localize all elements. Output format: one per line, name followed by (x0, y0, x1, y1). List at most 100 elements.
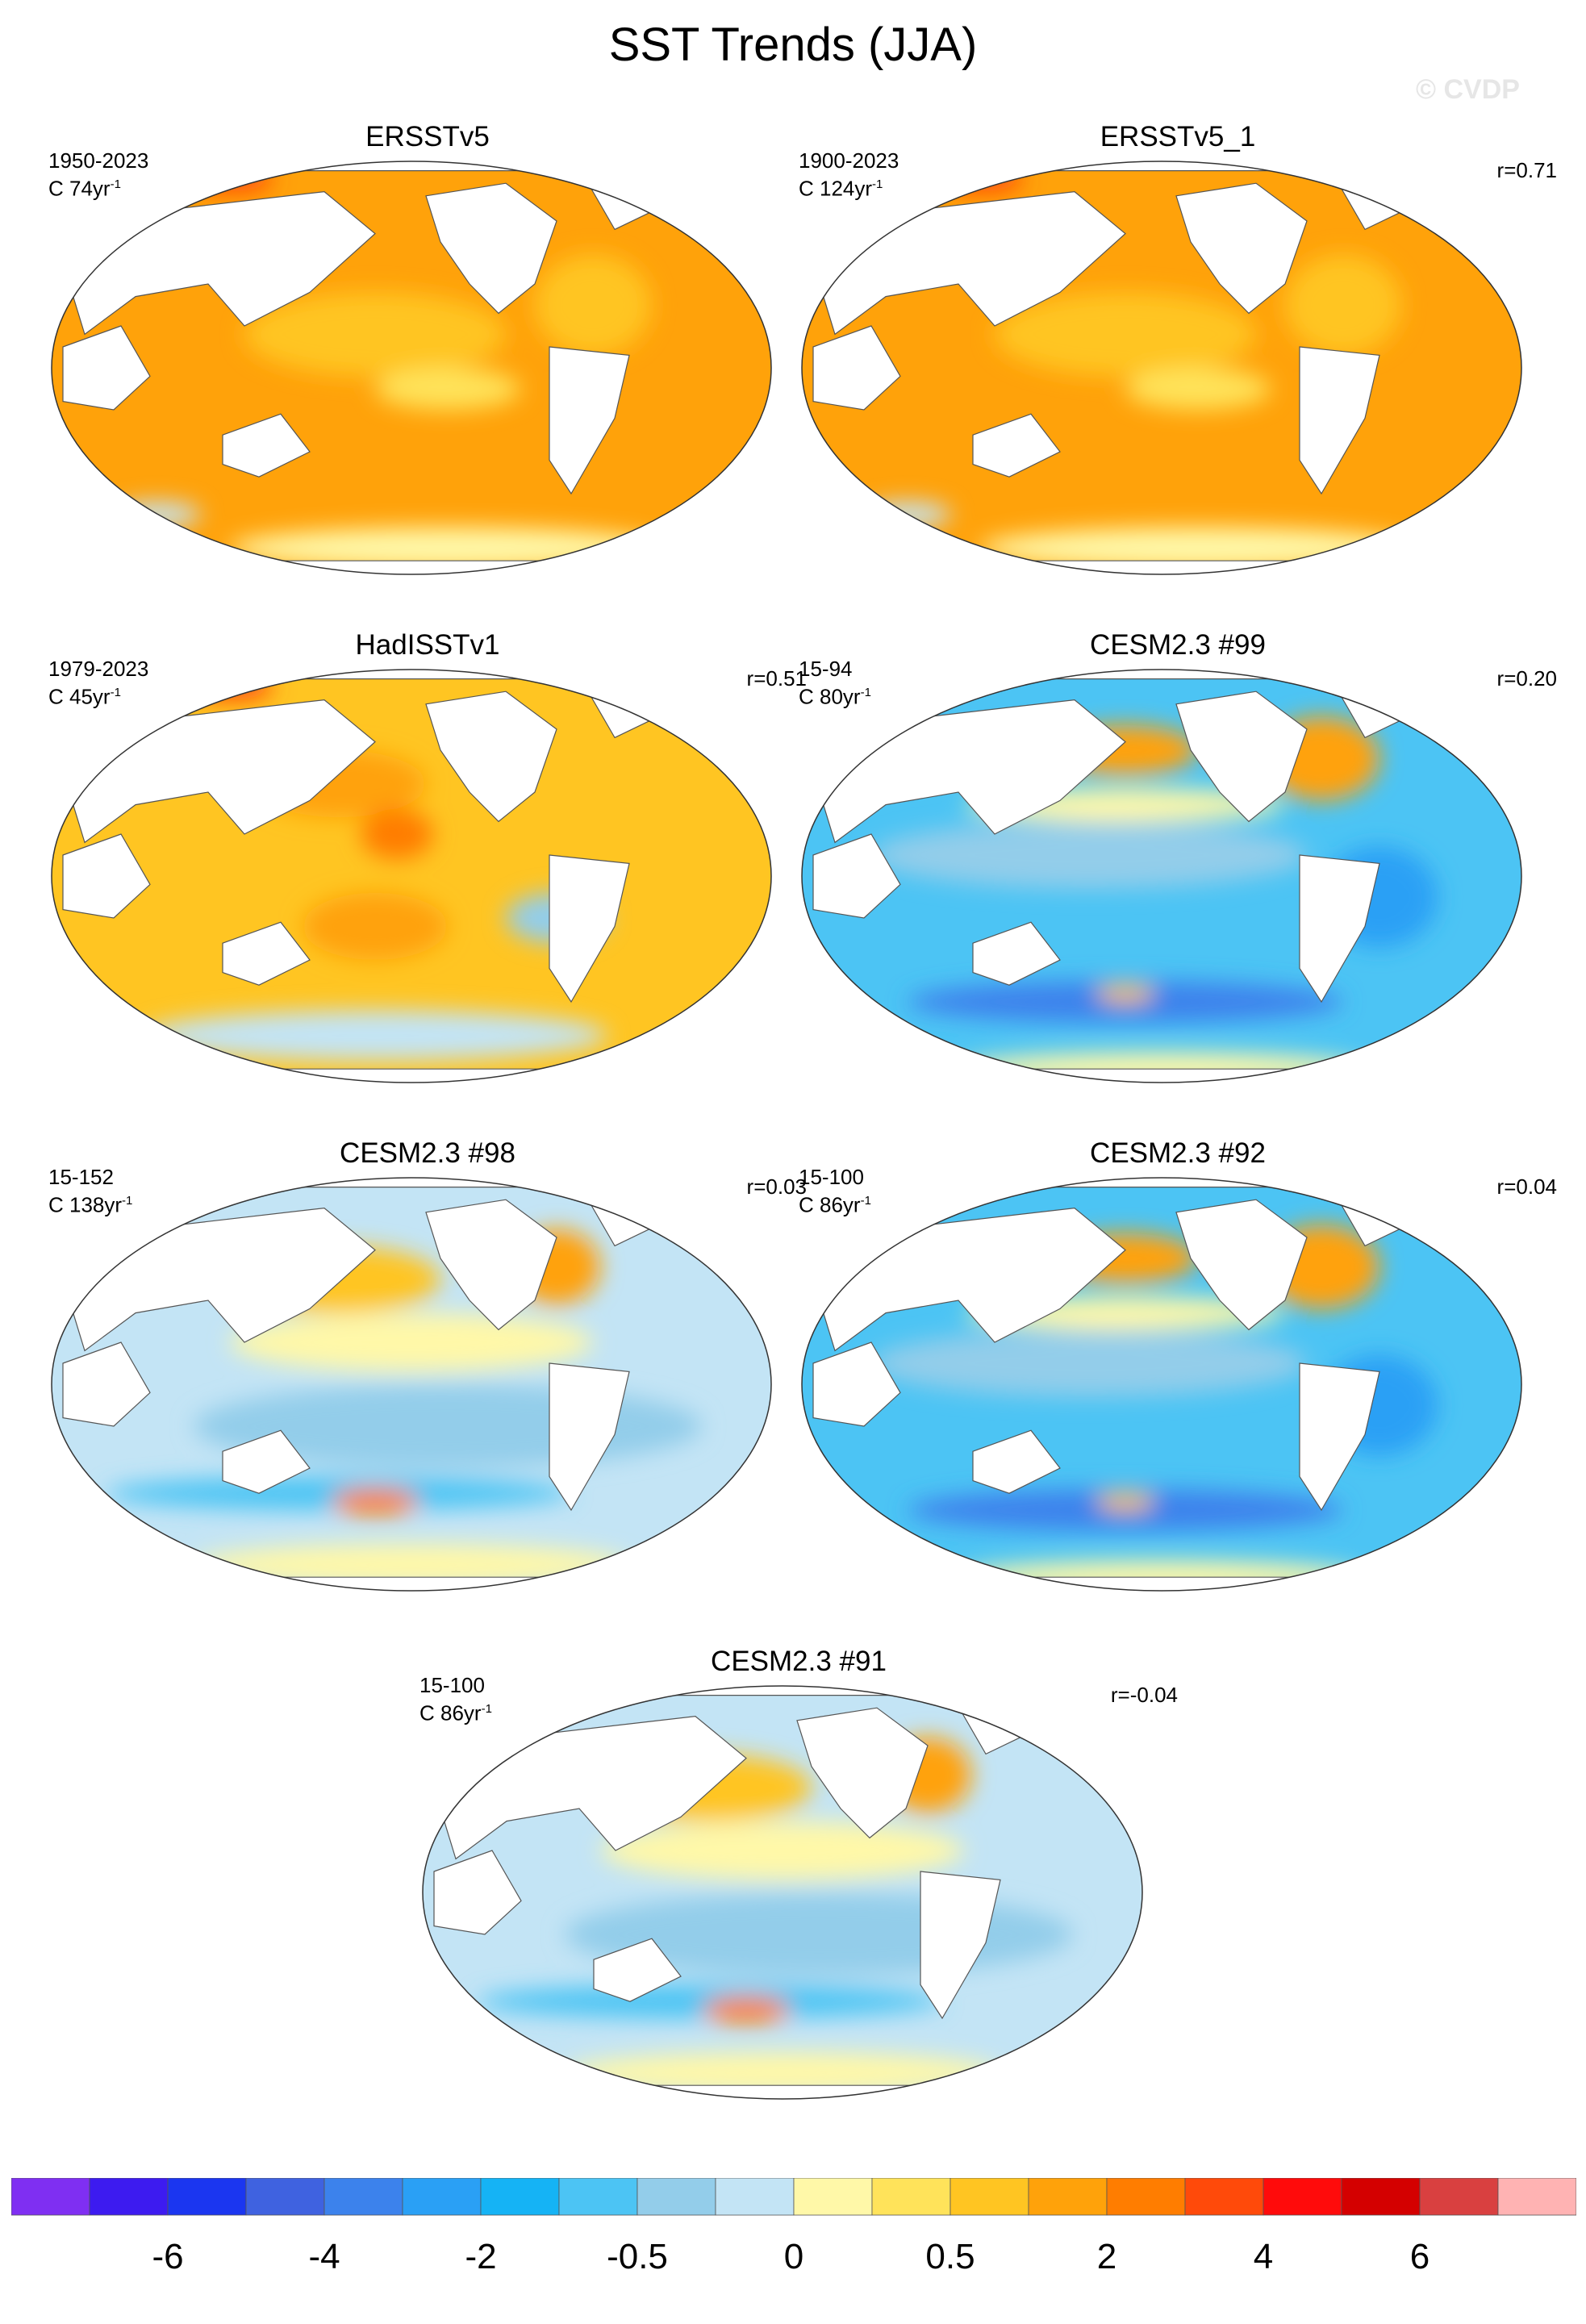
africa-landmass (812, 325, 901, 411)
map-outline (51, 669, 772, 1083)
north-america-landmass (1175, 1199, 1308, 1331)
panel-correlation: r=0.51 (746, 666, 807, 691)
trend-anomaly-region (361, 808, 433, 860)
figure-title: SST Trends (JJA) (608, 19, 978, 71)
trend-anomaly-region (230, 1312, 593, 1372)
map-panel: CESM2.3 #99 15-94 C 80yr-1 r=0.20 (799, 629, 1557, 1113)
panel-units: C 138yr-1 (48, 1192, 133, 1217)
antarctica-landmass (52, 1576, 771, 1591)
trend-anomaly-region (106, 1476, 571, 1510)
colorbar-swatch (1341, 2178, 1421, 2216)
australia-landmass (222, 1429, 311, 1494)
colorbar-tick-label: 0.5 (925, 2237, 975, 2276)
panel-units: C 45yr-1 (48, 684, 121, 709)
arctic-landmass (52, 670, 771, 680)
trend-anomaly-region (186, 166, 273, 192)
africa-landmass (433, 1850, 522, 1935)
panel-title: CESM2.3 #92 (1090, 1137, 1266, 1169)
australia-landmass (222, 413, 311, 478)
trend-anomaly-region (194, 1543, 629, 1586)
panel-units: C 124yr-1 (799, 176, 883, 201)
panel-period: 1900-2023 (799, 148, 899, 173)
south-america-landmass (920, 1871, 1001, 2020)
panel-period: 1950-2023 (48, 148, 149, 173)
map-outline (51, 1177, 772, 1592)
map-outline (801, 161, 1522, 575)
panel-correlation: r=-0.04 (1110, 1683, 1178, 1707)
map-panel: CESM2.3 #92 15-100 C 86yr-1 r=0.04 (799, 1137, 1557, 1621)
trend-anomaly-region (871, 821, 1307, 889)
trend-anomaly-region (186, 674, 273, 700)
colorbar-tick-label: 0 (784, 2237, 803, 2276)
trend-anomaly-region (375, 368, 520, 410)
map-outline (422, 1685, 1143, 2100)
arctic-landmass (52, 1178, 771, 1188)
colorbar-swatch (167, 2178, 247, 2216)
panel-period-units: 15-100 C 86yr-1 (419, 1673, 492, 1725)
colorbar-tick-label: 2 (1097, 2237, 1116, 2276)
colorbar-swatch (1184, 2178, 1264, 2216)
antarctica-landmass (802, 560, 1521, 574)
arctic-landmass (802, 670, 1521, 680)
map-panel: CESM2.3 #98 15-152 C 138yr-1 r=0.03 (48, 1137, 807, 1621)
watermark: © CVDP (1416, 74, 1520, 105)
antarctica-landmass (423, 2084, 1142, 2099)
panel-units: C 74yr-1 (48, 176, 121, 201)
colorbar: -6 -4 -2 -0.5 0 0.5 2 4 6 (11, 2178, 1576, 2276)
antarctica-landmass (802, 1068, 1521, 1083)
arctic-landmass (802, 161, 1521, 172)
north-america-landmass (796, 1707, 929, 1839)
arctic-landmass (802, 1178, 1521, 1188)
sst-trend-map (801, 1177, 1522, 1592)
africa-landmass (62, 1341, 151, 1427)
trend-anomaly-region (703, 1997, 790, 2023)
south-america-landmass (1299, 1362, 1380, 1512)
antarctica-landmass (52, 1068, 771, 1083)
panel-period: 15-152 (48, 1165, 114, 1189)
africa-landmass (812, 833, 901, 919)
south-america-landmass (1299, 346, 1380, 495)
trend-anomaly-region (1096, 985, 1154, 1002)
trend-anomaly-region (995, 292, 1256, 377)
arctic-landmass (423, 1686, 1142, 1696)
trend-anomaly-region (143, 1010, 607, 1061)
south-america-landmass (1299, 854, 1380, 1003)
australia-landmass (593, 1938, 682, 2002)
trend-anomaly-region (565, 2051, 1000, 2094)
colorbar-tick-label: -0.5 (607, 2237, 668, 2276)
colorbar-swatch (1106, 2178, 1186, 2216)
panel-period-units: 1900-2023 C 124yr-1 (799, 148, 899, 201)
panel-title: ERSSTv5 (365, 121, 490, 152)
trend-anomaly-region (1096, 1493, 1154, 1510)
panel-period-units: 15-100 C 86yr-1 (799, 1165, 871, 1217)
trend-anomaly-region (244, 292, 506, 377)
colorbar-swatch (1028, 2178, 1108, 2216)
trend-anomaly-region (871, 1329, 1307, 1397)
sst-trend-map (51, 669, 772, 1083)
colorbar-swatch (402, 2178, 482, 2216)
panel-correlation: r=0.03 (746, 1175, 807, 1199)
panel-title: CESM2.3 #99 (1090, 629, 1266, 661)
south-america-landmass (549, 1362, 630, 1512)
africa-landmass (812, 1341, 901, 1427)
panel-period-units: 1979-2023 C 45yr-1 (48, 657, 148, 709)
panel-title: HadISSTv1 (355, 629, 500, 661)
north-america-landmass (1175, 691, 1308, 823)
panel-correlation: r=0.71 (1496, 158, 1557, 182)
colorbar-swatch (11, 2178, 90, 2216)
map-panel: CESM2.3 #91 15-100 C 86yr-1 r=-0.04 (419, 1646, 1178, 2130)
trend-anomaly-region (478, 1984, 942, 2018)
australia-landmass (972, 921, 1061, 986)
antarctica-landmass (52, 560, 771, 574)
panel-correlation: r=0.04 (1496, 1175, 1557, 1199)
colorbar-swatch (636, 2178, 716, 2216)
antarctica-landmass (802, 1576, 1521, 1591)
sst-trend-map (422, 1685, 1143, 2100)
trend-anomaly-region (1125, 368, 1271, 410)
trend-anomaly-region (535, 254, 651, 356)
trend-anomaly-region (332, 1489, 419, 1515)
sst-trend-map (51, 1177, 772, 1592)
colorbar-swatch (89, 2178, 169, 2216)
panel-period: 15-100 (419, 1673, 485, 1697)
map-outline (801, 669, 1522, 1083)
